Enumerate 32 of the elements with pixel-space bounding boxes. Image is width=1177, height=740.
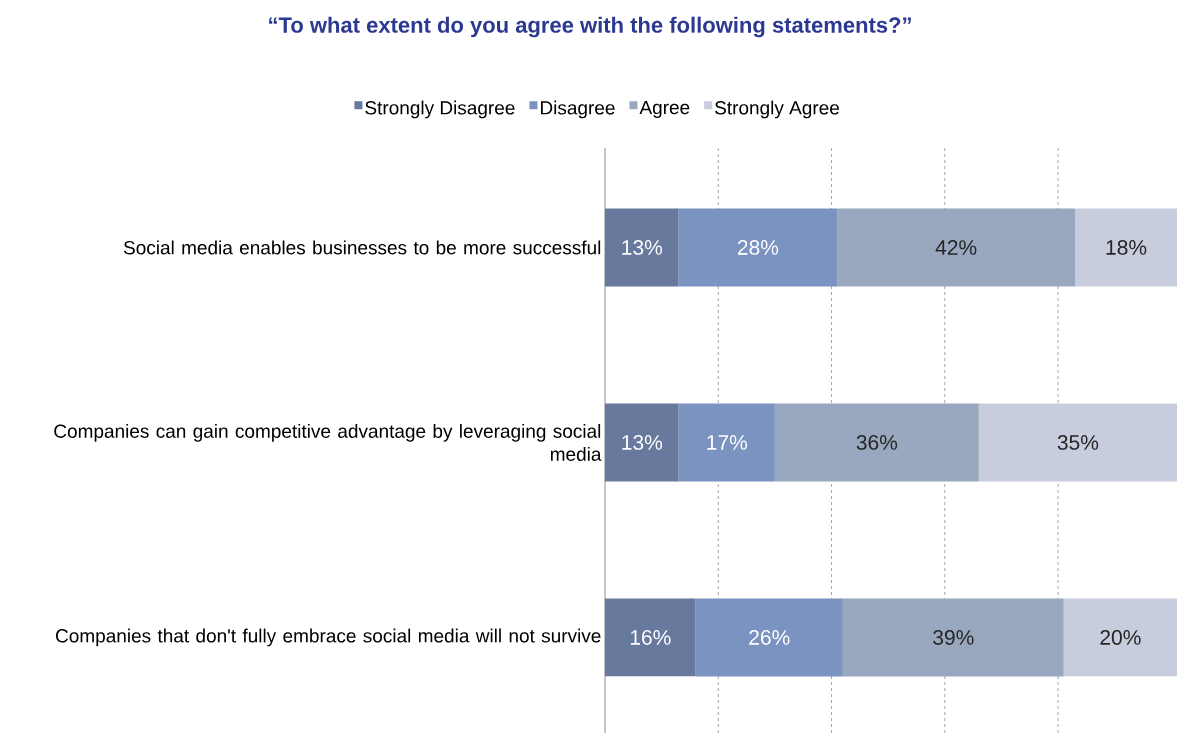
data-label: 36% bbox=[856, 435, 898, 450]
bar bbox=[1075, 208, 1177, 287]
y-tick-label: Social media enables businesses to be more successful bbox=[123, 240, 601, 255]
data-label: 16% bbox=[630, 630, 671, 645]
bar bbox=[695, 598, 843, 677]
bar bbox=[678, 403, 775, 482]
bar bbox=[605, 598, 696, 677]
bar bbox=[1063, 598, 1177, 677]
data-label: 28% bbox=[737, 240, 779, 255]
data-label: 42% bbox=[935, 240, 977, 255]
legend-label: Agree bbox=[639, 101, 690, 119]
legend-label: Strongly Disagree bbox=[365, 100, 515, 119]
legend-label: Disagree bbox=[540, 100, 615, 119]
data-label: 26% bbox=[749, 630, 790, 645]
chart-title: “To what extent do you agree with the following statements?” bbox=[269, 16, 911, 38]
data-label: 13% bbox=[622, 435, 663, 450]
data-label: 35% bbox=[1057, 435, 1099, 450]
bar bbox=[978, 403, 1177, 482]
bar bbox=[837, 208, 1076, 287]
bar bbox=[774, 403, 979, 482]
data-label: 17% bbox=[707, 435, 748, 450]
data-label: 20% bbox=[1100, 630, 1141, 645]
data-label: 18% bbox=[1106, 240, 1147, 255]
bar bbox=[605, 403, 679, 482]
data-label: 39% bbox=[933, 630, 974, 645]
y-tick-label: Companies can gain competitive advantage by leveraging social media bbox=[54, 424, 602, 461]
y-tick-label: Companies that don't fully embrace social media will not survive bbox=[56, 628, 601, 647]
data-label: 13% bbox=[622, 240, 663, 255]
legend-label: Strongly Agree bbox=[715, 100, 839, 119]
bar bbox=[678, 208, 838, 287]
bar bbox=[605, 208, 679, 287]
bar bbox=[842, 598, 1064, 677]
